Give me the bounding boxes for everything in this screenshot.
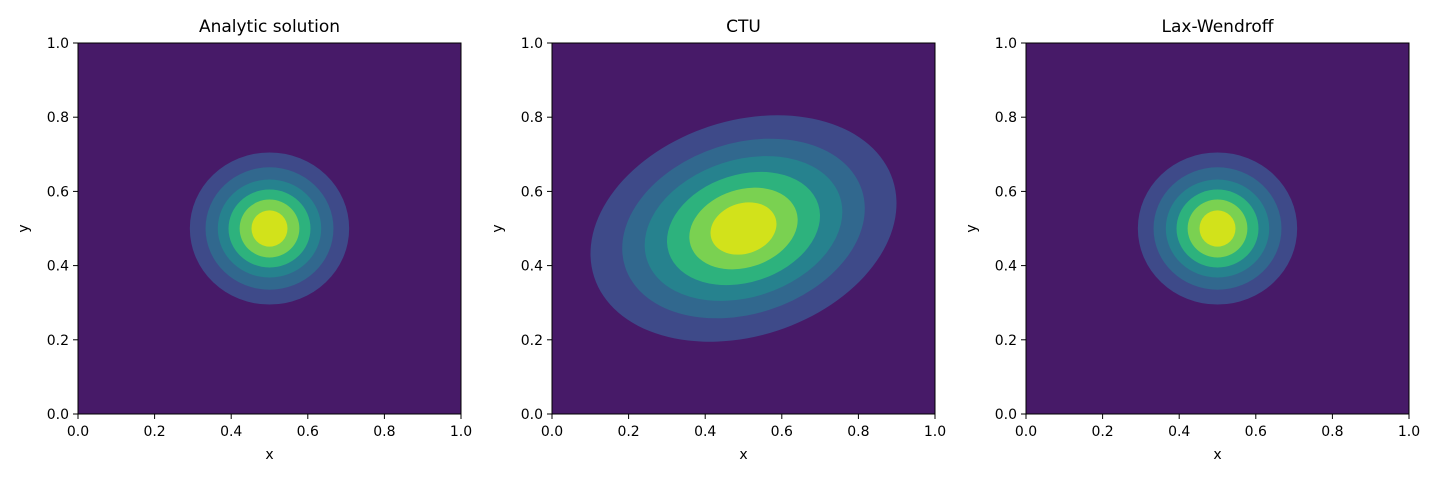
x-axis-label: x (739, 447, 747, 463)
x-tick-label: 0.4 (694, 424, 716, 440)
x-tick-label: 0.6 (297, 424, 319, 440)
x-tick-label: 0.4 (220, 424, 242, 440)
x-tick-label: 1.0 (450, 424, 472, 440)
contour-panel-2: 0.0 0.2 0.4 0.6 0.8 1.0 0.0 0.2 0.4 0.6 0.8 1.0 x y CT… (490, 17, 946, 463)
x-tick-label: 0.2 (143, 424, 165, 440)
x-tick-label: 0.2 (1091, 424, 1113, 440)
panel-title: Lax-Wendroff (1162, 17, 1275, 37)
x-axis-label: x (265, 447, 273, 463)
y-tick-label: 0.0 (521, 407, 543, 423)
y-tick-label: 0.2 (995, 333, 1017, 349)
plot-frame (77, 42, 462, 415)
x-tick-label: 0.2 (617, 424, 639, 440)
contour-levels (189, 152, 350, 305)
panel-title: CTU (726, 17, 761, 37)
contour-panel-3: 0.0 0.2 0.4 0.6 0.8 1.0 0.0 0.2 0.4 0.6 0.8 1.0 x y La… (964, 17, 1420, 463)
y-tick-label: 0.8 (521, 110, 543, 126)
y-axis-label: y (16, 224, 32, 232)
y-tick-label: 0.8 (47, 110, 69, 126)
x-tick-label: 0.6 (771, 424, 793, 440)
contour-level-6 (251, 210, 288, 247)
y-tick-label: 0.0 (47, 407, 69, 423)
y-tick-label: 0.6 (521, 184, 543, 200)
contour-level-6 (710, 202, 777, 255)
y-tick-label: 0.2 (521, 333, 543, 349)
x-tick-label: 0.0 (541, 424, 563, 440)
contour-levels (1137, 152, 1298, 305)
panel-title: Analytic solution (199, 17, 340, 37)
y-tick-label: 0.8 (995, 110, 1017, 126)
y-tick-label: 0.6 (47, 184, 69, 200)
x-tick-label: 0.4 (1168, 424, 1190, 440)
x-tick-label: 0.6 (1245, 424, 1267, 440)
y-tick-label: 0.4 (47, 259, 69, 275)
y-tick-label: 0.0 (995, 407, 1017, 423)
contour-level-6 (1199, 210, 1236, 247)
x-tick-label: 0.0 (1015, 424, 1037, 440)
x-tick-label: 1.0 (1398, 424, 1420, 440)
y-tick-label: 1.0 (995, 36, 1017, 52)
x-axis-label: x (1213, 447, 1221, 463)
plot-frame (551, 42, 936, 415)
y-tick-label: 1.0 (521, 36, 543, 52)
contour-panel-1: 0.0 0.2 0.4 0.6 0.8 1.0 0.0 0.2 0.4 0.6 0.8 1.0 x y An… (16, 17, 472, 463)
x-tick-label: 1.0 (924, 424, 946, 440)
plot-frame (1025, 42, 1410, 415)
x-tick-label: 0.8 (847, 424, 869, 440)
y-tick-label: 0.2 (47, 333, 69, 349)
x-tick-label: 0.8 (1321, 424, 1343, 440)
x-tick-label: 0.8 (373, 424, 395, 440)
y-tick-label: 1.0 (47, 36, 69, 52)
y-axis-label: y (490, 224, 506, 232)
y-tick-label: 0.4 (995, 259, 1017, 275)
y-tick-label: 0.4 (521, 259, 543, 275)
y-tick-label: 0.6 (995, 184, 1017, 200)
x-tick-label: 0.0 (67, 424, 89, 440)
contour-levels (590, 115, 897, 342)
y-axis-label: y (964, 224, 980, 232)
